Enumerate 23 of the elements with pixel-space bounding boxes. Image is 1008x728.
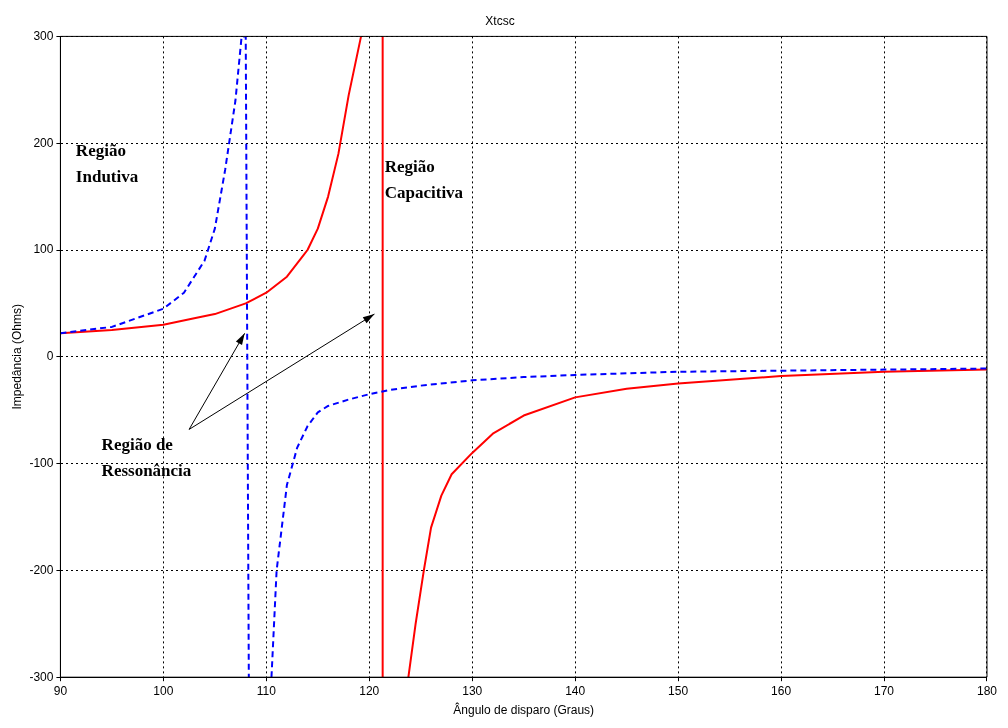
x-tick-label: 90: [53, 683, 68, 698]
annotation: Região de Ressonância: [101, 434, 192, 480]
y-tick-label: -300: [29, 669, 54, 684]
y-tick-label: 100: [33, 242, 54, 257]
chart-title: Xtcsc: [485, 13, 515, 28]
annotation: Região Indutiva: [75, 141, 139, 187]
x-axis-title: Ângulo de disparo (Graus): [453, 702, 595, 718]
y-tick-label: 0: [46, 349, 54, 364]
y-tick-label: -100: [29, 455, 54, 470]
y-tick-label: 300: [33, 28, 54, 43]
x-tick-label: 130: [462, 683, 483, 698]
x-tick-label: 110: [256, 683, 277, 698]
x-tick-label: 120: [359, 683, 380, 698]
y-tick-label: 200: [33, 135, 54, 150]
annotation: Região Capacitiva: [384, 157, 464, 203]
x-tick-label: 100: [153, 683, 174, 698]
y-tick-label: -200: [29, 562, 54, 577]
y-axis-title: Impedância (Ohms): [9, 304, 24, 410]
x-tick-label: 180: [976, 683, 998, 698]
x-tick-label: 140: [565, 683, 586, 698]
x-tick-label: 150: [668, 683, 689, 698]
x-tick-label: 160: [771, 683, 792, 698]
x-tick-label: 170: [874, 683, 895, 698]
